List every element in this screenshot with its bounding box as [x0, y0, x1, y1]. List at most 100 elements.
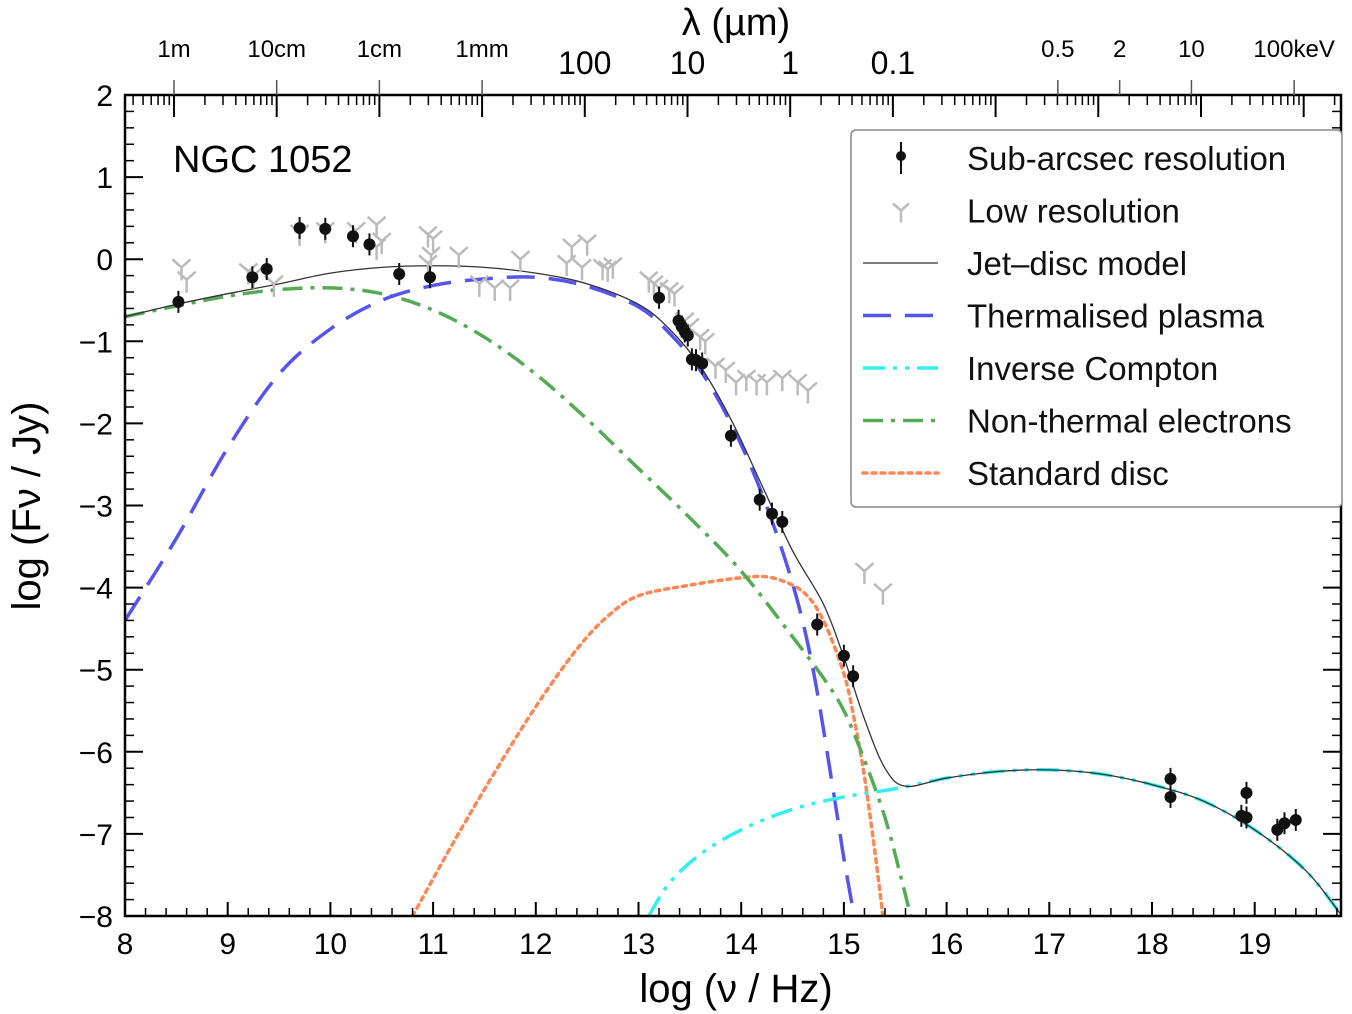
low-resolution-point: [423, 229, 443, 252]
x-axis-label: log (ν / Hz): [639, 967, 832, 1011]
sub-arcsec-point: [319, 222, 332, 235]
sub-arcsec-point: [766, 507, 779, 520]
sub-arcsec-point: [653, 291, 666, 304]
y-tick-label: −5: [79, 655, 113, 688]
top-gray-tick-label: 100keV: [1253, 36, 1334, 63]
annotation-ngc1052: NGC 1052: [173, 139, 353, 181]
x-tick-label: 12: [519, 928, 552, 961]
legend-label-low-resolution: Low resolution: [967, 193, 1180, 230]
low-resolution-point: [787, 373, 808, 396]
sub-arcsec-point: [260, 263, 273, 276]
low-resolution-point: [726, 373, 746, 396]
y-tick-label: −8: [79, 901, 113, 934]
y-tick-label: −1: [79, 326, 113, 359]
sub-arcsec-point: [424, 271, 437, 284]
sub-arcsec-point: [776, 515, 789, 528]
top-axis-label: λ (µm): [682, 2, 790, 44]
low-resolution-point: [469, 274, 490, 297]
sub-arcsec-point: [172, 295, 185, 308]
low-resolution-point: [873, 582, 893, 605]
x-tick-label: 13: [622, 928, 655, 961]
x-tick-label: 15: [827, 928, 860, 961]
y-axis-label: log (Fν / Jy): [5, 402, 49, 611]
y-tick-label: 1: [96, 162, 113, 195]
legend-label-inverse-compton: Inverse Compton: [967, 350, 1218, 387]
low-resolution-point: [264, 274, 284, 297]
sub-arcsec-point: [811, 618, 824, 631]
low-resolution-point: [484, 279, 505, 301]
sub-arcsec-point: [1164, 772, 1177, 785]
curve-standard-disc: [410, 574, 885, 916]
legend-label-sub-arcsec-resolution: Sub-arcsec resolution: [967, 140, 1286, 177]
x-tick-label: 9: [219, 928, 236, 961]
sub-arcsec-point: [753, 493, 766, 506]
sub-arcsec-point: [363, 238, 376, 251]
low-resolution-point: [854, 562, 875, 585]
legend-symbol-low-resolution: [892, 202, 910, 223]
x-tick-label: 11: [418, 928, 449, 961]
curve-non-thermal-electrons: [125, 285, 913, 916]
sub-arcsec-points: [172, 217, 1302, 841]
sub-arcsec-point: [847, 670, 860, 683]
sub-arcsec-point: [246, 271, 259, 284]
legend-label-non-thermal-electrons: Non-thermal electrons: [967, 403, 1292, 440]
top-tick-label: 10: [670, 45, 706, 81]
top-gray-tick-label: 1mm: [455, 36, 508, 63]
low-resolution-point: [757, 373, 777, 396]
x-tick-label: 8: [117, 928, 134, 961]
low-resolution-point: [510, 250, 531, 273]
low-resolution-point: [715, 361, 736, 384]
low-resolution-point: [561, 237, 582, 260]
sub-arcsec-point: [1240, 811, 1253, 824]
legend: Sub-arcsec resolution Low resolution Jet–d…: [850, 129, 1343, 508]
low-resolution-point: [664, 284, 685, 307]
sub-arcsec-point: [346, 230, 359, 243]
x-tick-label: 16: [930, 928, 963, 961]
sub-arcsec-point: [1240, 786, 1253, 799]
low-resolution-point: [705, 356, 726, 379]
low-resolution-point: [577, 233, 597, 256]
top-gray-tick-label: 0.5: [1041, 36, 1074, 63]
y-tick-label: −7: [79, 819, 113, 852]
axes: 8 9 10 11 12 13 14 15 16 17 18 19210−1−2−3−4−5−6−7−…: [79, 36, 1341, 961]
top-gray-tick-label: 2: [1113, 36, 1126, 63]
y-tick-label: −2: [79, 408, 113, 441]
sub-arcsec-point: [393, 267, 406, 280]
x-tick-label: 19: [1238, 928, 1271, 961]
low-resolution-point: [572, 258, 592, 281]
top-tick-label: 0.1: [871, 45, 915, 81]
x-tick-label: 17: [1033, 928, 1066, 961]
low-resolution-point: [176, 270, 197, 293]
curve-thermalised-plasma: [125, 275, 856, 916]
top-tick-label: 1: [781, 45, 799, 81]
sub-arcsec-point: [1289, 813, 1302, 826]
top-gray-tick-label: 1m: [157, 36, 190, 63]
low-resolution-point: [500, 279, 520, 301]
sub-arcsec-point: [681, 329, 694, 342]
low-resolution-point: [772, 369, 793, 392]
legend-label-thermalised-plasma: Thermalised plasma: [967, 298, 1265, 335]
legend-label-jet-disc-model: Jet–disc model: [967, 245, 1187, 282]
sub-arcsec-point: [293, 222, 306, 235]
low-resolution-point: [695, 332, 716, 355]
legend-symbol-dot-sub-arcsec-resolution: [896, 151, 906, 161]
y-tick-label: −6: [79, 737, 113, 770]
y-tick-label: −4: [79, 573, 113, 606]
low-resolution-point: [602, 256, 623, 279]
y-tick-label: −3: [79, 491, 113, 524]
x-tick-label: 10: [314, 928, 347, 961]
sub-arcsec-point: [1164, 790, 1177, 803]
top-tick-label: 100: [558, 45, 611, 81]
top-gray-tick-label: 10cm: [247, 36, 306, 63]
low-resolution-point: [448, 246, 469, 269]
low-resolution-point: [798, 381, 818, 404]
x-tick-label: 14: [725, 928, 758, 961]
legend-label-standard-disc: Standard disc: [967, 455, 1169, 492]
y-tick-label: 0: [96, 244, 113, 277]
sub-arcsec-point: [696, 357, 709, 370]
sub-arcsec-point: [837, 649, 850, 662]
sub-arcsec-point: [1278, 817, 1291, 830]
top-gray-tick-label: 1cm: [357, 36, 402, 63]
legend-box: [850, 129, 1343, 508]
